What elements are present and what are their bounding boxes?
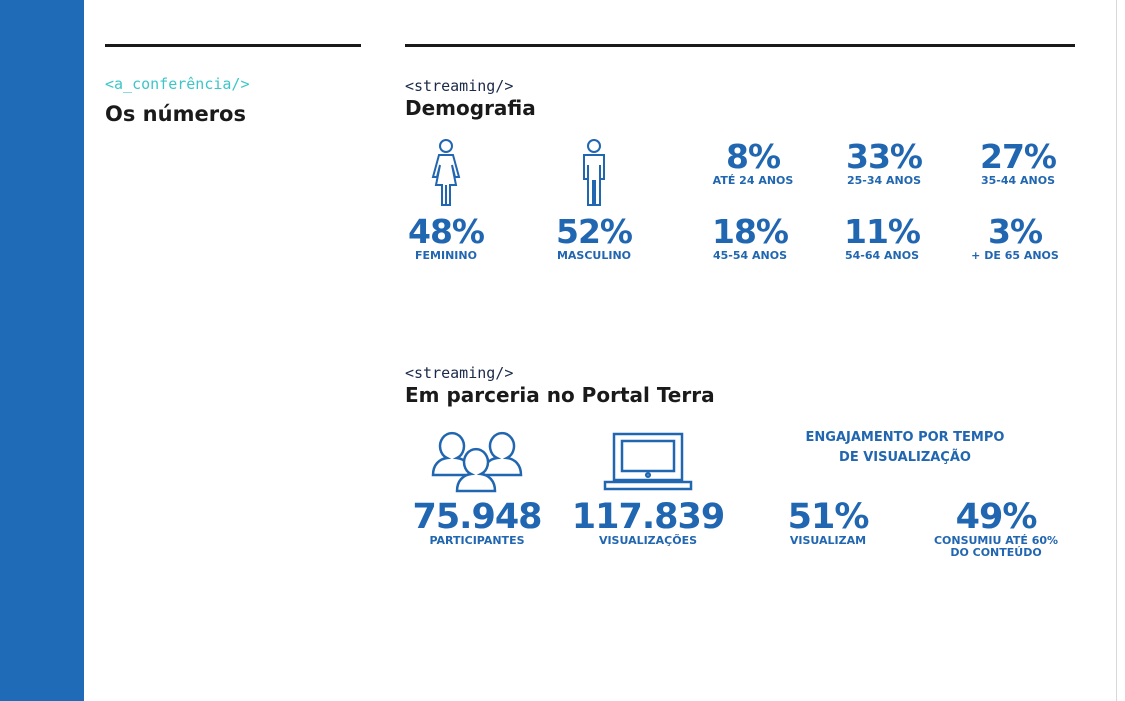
- stat-label: PARTICIPANTES: [429, 534, 525, 547]
- section-tag: <a_conferência/>: [105, 75, 250, 93]
- stat-engagement: 51% VISUALIZAM: [787, 497, 870, 547]
- stat-value: 11%: [844, 212, 921, 251]
- laptop-icon: [603, 432, 693, 491]
- stat-value: 33%: [846, 137, 923, 176]
- demografia-tag: <streaming/>: [405, 77, 514, 95]
- demografia-title: Demografia: [405, 96, 536, 120]
- stat-label: 35-44 ANOS: [980, 174, 1055, 187]
- terra-tag: <streaming/>: [405, 364, 514, 382]
- stat-value: 52%: [556, 212, 633, 251]
- stat-label: 54-64 ANOS: [844, 249, 919, 262]
- stat-label: VISUALIZAÇÕES: [598, 534, 698, 547]
- stat-age: 3% + DE 65 ANOS: [971, 214, 1059, 262]
- stat-age: 33% 25-34 ANOS: [846, 137, 923, 187]
- female-icon: [431, 139, 461, 206]
- stat-age: 8% ATÉ 24 ANOS: [713, 139, 794, 187]
- stat-engagement: 49% CONSUMIU ATÉ 60% DO CONTEÚDO: [934, 499, 1058, 559]
- stat-age: 27% 35-44 ANOS: [980, 137, 1057, 187]
- stat-masculino: 52% MASCULINO: [556, 212, 633, 262]
- stat-value: 27%: [980, 137, 1057, 176]
- sidebar-band: [0, 0, 84, 701]
- stat-label: CONSUMIU ATÉ 60%: [933, 534, 1059, 547]
- stat-age: 18% 45-54 ANOS: [712, 212, 789, 262]
- stat-value: 51%: [787, 497, 870, 537]
- stat-value: 49%: [955, 497, 1038, 537]
- people-icon: [431, 431, 523, 493]
- stat-value: 117.839: [571, 497, 725, 537]
- engagement-heading: ENGAJAMENTO POR TEMPO DE VISUALIZAÇÃO: [806, 428, 1005, 468]
- stat-value: 75.948: [412, 497, 542, 537]
- stat-label: DO CONTEÚDO: [950, 546, 1042, 559]
- stat-label: VISUALIZAM: [789, 534, 867, 547]
- stat-participants: 75.948 PARTICIPANTES: [412, 497, 542, 547]
- right-divider: [405, 44, 1075, 47]
- stat-label: + DE 65 ANOS: [971, 249, 1059, 262]
- stat-value: 18%: [712, 212, 789, 251]
- stat-age: 11% 54-64 ANOS: [844, 212, 921, 262]
- stat-feminino: 48% FEMININO: [408, 212, 485, 262]
- stat-views: 117.839 VISUALIZAÇÕES: [571, 497, 725, 547]
- male-icon: [583, 139, 605, 206]
- page-title: Os números: [105, 102, 246, 126]
- terra-title: Em parceria no Portal Terra: [405, 383, 715, 407]
- left-divider: [105, 44, 361, 47]
- stat-value: 8%: [725, 137, 781, 176]
- stat-value: 3%: [987, 212, 1043, 251]
- heading-line: ENGAJAMENTO POR TEMPO: [805, 430, 1005, 445]
- stat-label: MASCULINO: [556, 249, 632, 262]
- stat-label: FEMININO: [415, 249, 477, 262]
- stat-label: 45-54 ANOS: [712, 249, 787, 262]
- page-edge: [1116, 0, 1117, 701]
- stat-label: ATÉ 24 ANOS: [712, 174, 794, 187]
- stat-label: 25-34 ANOS: [846, 174, 921, 187]
- stat-value: 48%: [408, 212, 485, 251]
- heading-line: DE VISUALIZAÇÃO: [839, 450, 971, 465]
